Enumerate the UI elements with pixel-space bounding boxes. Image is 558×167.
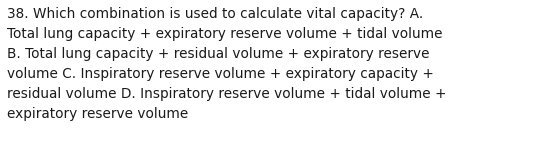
Text: 38. Which combination is used to calculate vital capacity? A.
Total lung capacit: 38. Which combination is used to calcula…	[7, 7, 446, 121]
